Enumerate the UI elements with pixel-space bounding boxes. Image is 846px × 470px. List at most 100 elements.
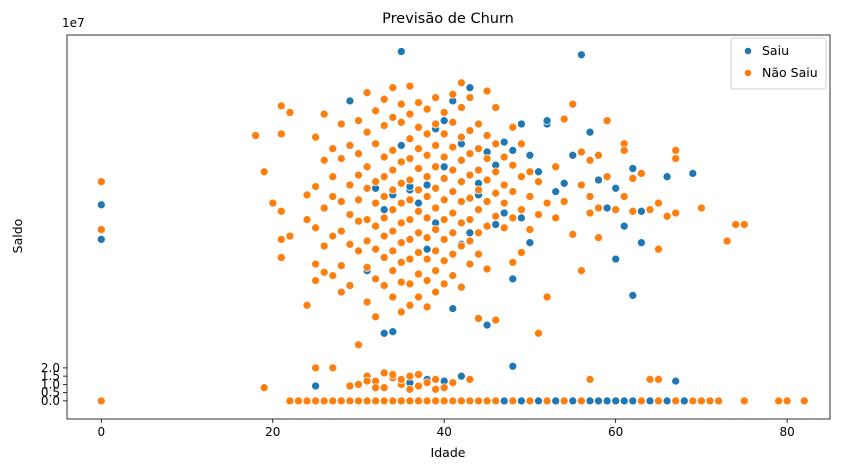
point-nao-saiu: [268, 198, 278, 208]
point-nao-saiu: [431, 266, 440, 276]
point-nao-saiu: [354, 116, 363, 126]
point-nao-saiu: [559, 114, 569, 124]
point-saiu: [422, 180, 432, 190]
point-nao-saiu: [371, 198, 380, 208]
point-nao-saiu: [396, 396, 406, 406]
point-nao-saiu: [465, 375, 475, 384]
point-saiu: [568, 150, 578, 160]
point-nao-saiu: [422, 104, 432, 114]
point-saiu: [551, 187, 561, 196]
point-nao-saiu: [457, 103, 466, 112]
point-nao-saiu: [551, 213, 561, 223]
point-nao-saiu: [294, 396, 303, 406]
point-nao-saiu: [302, 215, 312, 224]
point-nao-saiu: [654, 198, 663, 208]
point-nao-saiu: [611, 205, 621, 215]
point-saiu: [637, 238, 646, 248]
point-nao-saiu: [362, 127, 372, 137]
point-saiu: [645, 396, 655, 406]
point-saiu: [388, 327, 398, 337]
y-axis-label: Saldo: [10, 219, 25, 254]
point-nao-saiu: [439, 129, 449, 139]
point-nao-saiu: [482, 154, 492, 163]
point-nao-saiu: [474, 396, 483, 406]
point-nao-saiu: [439, 174, 449, 183]
point-nao-saiu: [508, 187, 518, 196]
point-nao-saiu: [276, 206, 286, 216]
point-nao-saiu: [405, 109, 415, 119]
point-nao-saiu: [774, 396, 783, 406]
point-nao-saiu: [594, 233, 603, 243]
data-points: [96, 47, 809, 406]
point-nao-saiu: [259, 383, 269, 393]
legend-label-saiu: Saiu: [762, 43, 789, 58]
point-nao-saiu: [405, 175, 415, 185]
point-nao-saiu: [739, 220, 749, 229]
point-saiu: [577, 50, 586, 60]
legend: Saiu Não Saiu: [730, 37, 827, 90]
point-nao-saiu: [362, 236, 372, 246]
point-nao-saiu: [448, 378, 458, 388]
point-nao-saiu: [474, 228, 483, 238]
point-nao-saiu: [474, 205, 483, 215]
point-nao-saiu: [362, 215, 372, 224]
point-nao-saiu: [311, 276, 320, 285]
point-nao-saiu: [517, 248, 526, 257]
point-nao-saiu: [474, 119, 483, 129]
point-nao-saiu: [559, 197, 569, 206]
point-nao-saiu: [379, 94, 389, 104]
x-tick-label: 80: [779, 425, 794, 439]
point-nao-saiu: [482, 197, 492, 206]
point-nao-saiu: [482, 175, 492, 185]
legend-marker-nao-saiu: [744, 69, 752, 77]
point-nao-saiu: [457, 218, 466, 228]
point-nao-saiu: [251, 131, 260, 140]
point-saiu: [568, 396, 578, 406]
point-nao-saiu: [328, 231, 338, 241]
point-nao-saiu: [302, 300, 312, 310]
point-saiu: [594, 396, 603, 406]
point-nao-saiu: [491, 139, 501, 149]
point-nao-saiu: [491, 103, 501, 112]
point-saiu: [439, 116, 449, 126]
point-nao-saiu: [422, 233, 432, 243]
point-saiu: [611, 254, 621, 264]
point-nao-saiu: [388, 165, 398, 175]
point-nao-saiu: [594, 203, 603, 213]
point-nao-saiu: [405, 371, 415, 381]
point-nao-saiu: [328, 172, 338, 182]
point-nao-saiu: [534, 210, 543, 219]
point-nao-saiu: [319, 396, 329, 406]
point-nao-saiu: [414, 381, 423, 391]
point-nao-saiu: [431, 162, 440, 172]
point-nao-saiu: [439, 383, 449, 393]
point-nao-saiu: [525, 396, 535, 406]
point-nao-saiu: [311, 223, 320, 233]
point-nao-saiu: [371, 221, 380, 231]
point-nao-saiu: [388, 146, 398, 155]
point-nao-saiu: [534, 328, 543, 338]
y-offset-label: 1e7: [62, 16, 85, 30]
point-nao-saiu: [517, 172, 526, 182]
point-nao-saiu: [414, 370, 423, 379]
point-nao-saiu: [311, 182, 320, 191]
point-nao-saiu: [585, 375, 595, 384]
point-nao-saiu: [336, 154, 346, 163]
point-nao-saiu: [662, 211, 672, 221]
point-nao-saiu: [491, 211, 501, 221]
point-nao-saiu: [405, 396, 415, 406]
point-nao-saiu: [388, 396, 398, 406]
point-nao-saiu: [371, 312, 380, 322]
point-nao-saiu: [422, 396, 432, 406]
point-nao-saiu: [491, 188, 501, 198]
axis-ticks: 0 20 40 60 80 0.00.51.01.52.0: [41, 361, 795, 439]
point-nao-saiu: [362, 376, 372, 386]
point-nao-saiu: [448, 89, 458, 99]
point-saiu: [628, 164, 638, 173]
point-nao-saiu: [328, 363, 338, 373]
point-nao-saiu: [602, 116, 612, 126]
point-saiu: [439, 162, 449, 172]
point-nao-saiu: [431, 384, 440, 394]
point-nao-saiu: [637, 169, 646, 178]
